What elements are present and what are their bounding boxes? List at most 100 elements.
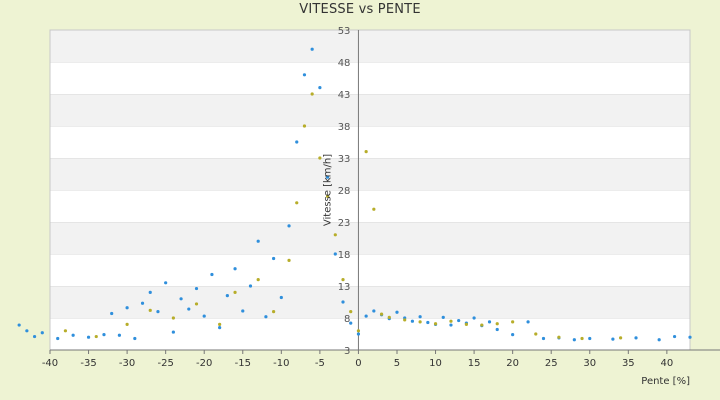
data-point [233,290,237,294]
y-tick-label: 28 [338,186,351,197]
y-tick-label: 13 [338,282,351,293]
data-point [349,310,353,314]
data-point [156,310,160,314]
data-point [287,258,291,262]
data-point [148,290,152,294]
data-point [333,252,337,256]
y-tick-label: 43 [338,90,351,101]
x-tick-label: 10 [429,358,442,369]
x-tick-label: 30 [583,358,596,369]
data-point [619,336,623,340]
y-axis-label: Vitesse [km/h] [322,154,333,226]
data-point [310,47,314,51]
data-point [449,319,453,323]
data-point [672,334,677,339]
x-tick-label: -15 [235,358,251,369]
data-point [148,308,152,312]
data-point [63,329,68,333]
data-point [125,306,129,310]
grid-band [50,94,690,126]
x-tick-label: 15 [468,358,481,369]
grid-band [50,30,690,62]
data-point [194,302,199,306]
x-tick-label: -20 [196,358,212,369]
data-point [410,319,415,323]
data-point [387,315,391,319]
x-tick-label: -5 [315,358,325,369]
data-point [32,334,37,339]
grid-band [50,286,690,318]
data-point [356,329,361,333]
data-point [611,337,615,341]
data-points [17,47,692,342]
data-point [86,335,91,339]
data-point [657,338,661,342]
data-point [17,323,21,327]
data-point [580,336,584,341]
x-tick-label: 0 [355,358,361,369]
data-point [541,336,546,341]
data-point [325,175,330,179]
data-point [202,314,206,318]
data-point [164,281,168,285]
data-point [241,309,245,313]
data-point [372,309,376,313]
data-point [472,316,476,320]
data-point [333,233,337,237]
data-point [511,333,515,337]
data-point [94,334,98,339]
data-point [140,301,145,305]
x-tick-label: 25 [545,358,558,369]
data-point [279,295,283,300]
data-point [356,332,361,336]
x-axis-ticks: -40 -35 -30 -25 -20 -15 -10 -5 0 5 10 15 20 25 30 35 40 [42,350,673,369]
data-point [25,329,29,333]
data-point [441,315,445,319]
data-point [179,297,183,301]
x-tick-label: -10 [273,358,289,369]
y-tick-label: 8 [344,314,350,325]
data-point [449,323,453,327]
data-point [71,333,75,337]
data-point [588,336,592,341]
grid-band [50,254,690,286]
data-point [426,320,430,325]
data-point [133,336,137,341]
data-point [295,140,299,144]
x-tick-label: -25 [157,358,173,369]
data-point [464,322,468,326]
data-point [495,322,499,326]
y-tick-label: 33 [338,154,351,165]
grid-band [50,222,690,254]
chart-title: VITESSE vs PENTE [299,2,421,17]
data-point [102,333,106,337]
data-point [341,278,345,282]
y-axis-label-wrap: Vitesse [km/h] [322,154,333,226]
data-point [511,320,515,324]
data-point [287,224,291,228]
data-point [302,124,307,128]
y-tick-label: 38 [338,122,351,133]
data-point [318,156,322,160]
data-point [572,338,576,342]
data-point [364,314,368,318]
data-point [379,312,384,316]
data-point [125,322,129,326]
plot-bands [50,29,690,350]
data-point [318,86,322,90]
data-point [534,332,538,336]
data-point [634,336,638,340]
grid-band [50,318,690,350]
x-axis-label: Pente [%] [641,376,690,387]
x-tick-label: -40 [42,358,58,369]
y-tick-label: 3 [344,346,350,357]
data-point [487,320,492,324]
data-point [171,316,175,320]
data-point [256,239,260,243]
data-point [433,322,438,326]
y-tick-label: 48 [338,58,351,69]
data-point [557,335,561,339]
data-point [295,201,299,205]
